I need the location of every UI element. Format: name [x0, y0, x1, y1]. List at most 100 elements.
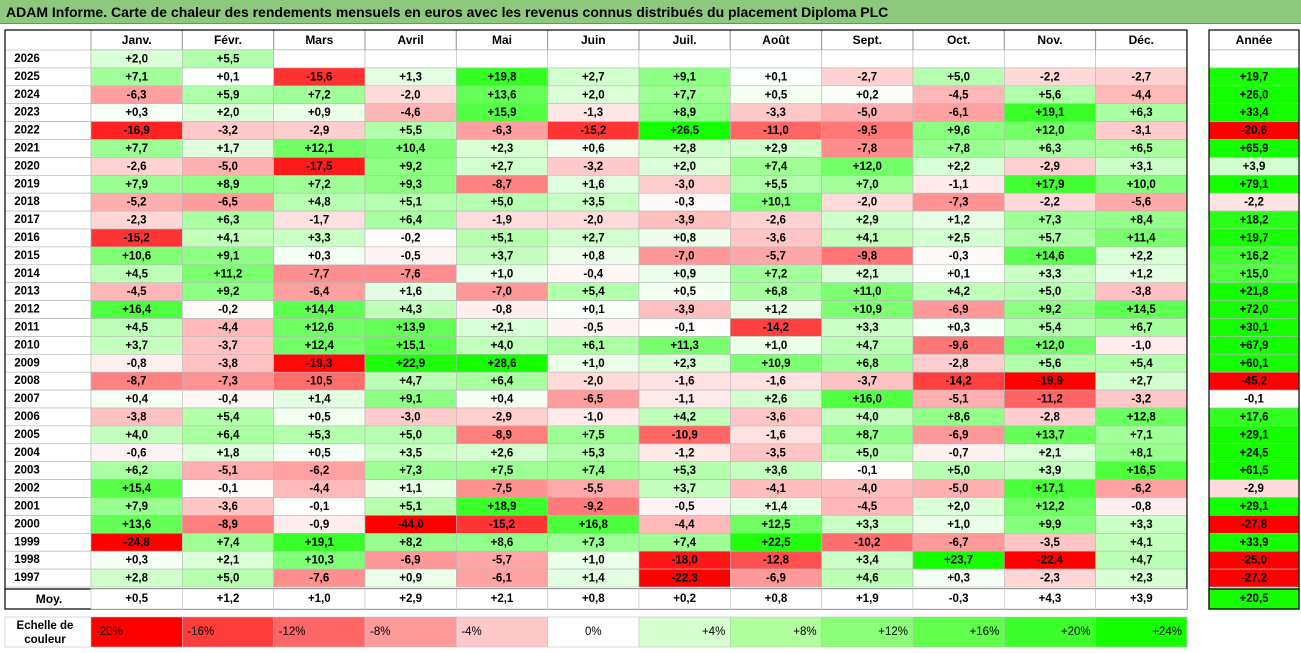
cell-value: -5,0 [857, 107, 877, 119]
cell-value: +2,1 [217, 555, 240, 567]
cell-value: -0,8 [492, 304, 512, 316]
year-label: 2017 [14, 214, 40, 226]
cell-value: -3,6 [218, 501, 238, 513]
cell-value: +7,7 [125, 143, 148, 155]
cell-value: -3,3 [766, 107, 786, 119]
cell-value: +2,0 [582, 89, 605, 101]
cell-value: -0,4 [583, 268, 603, 280]
cell-value: +3,3 [1039, 268, 1062, 280]
cell-value: +9,6 [947, 125, 970, 137]
cell-value: +2,0 [673, 161, 696, 173]
cell-value: -2,6 [766, 215, 786, 227]
annual-average-cell [1208, 588, 1300, 610]
cell-value: +4,5 [125, 322, 148, 334]
cell-value: +9,2 [1039, 304, 1062, 316]
cell-value: +11,2 [214, 268, 242, 280]
cell-value: -4,5 [857, 501, 877, 513]
annual-value: -27,8 [1241, 519, 1268, 531]
cell-value: +3,7 [491, 250, 514, 262]
cell-value: +13,6 [122, 519, 151, 531]
cell-value: -4,4 [675, 519, 695, 531]
cell-value: +0,9 [673, 268, 696, 280]
cell-value: -1,0 [583, 411, 603, 423]
cell-value: +1,0 [947, 519, 970, 531]
cell-value: -4,0 [857, 483, 877, 495]
cell-value: +5,4 [217, 411, 240, 423]
cell-value: +7,9 [125, 179, 148, 191]
chart-title: ADAM Informe. Carte de chaleur des rende… [6, 4, 889, 20]
cell-value: +0,3 [125, 107, 148, 119]
cell-value: -5,7 [492, 555, 512, 567]
cell-value: +28,6 [487, 358, 516, 370]
cell-value: -2,9 [309, 125, 329, 137]
cell-value: -3,6 [766, 411, 786, 423]
cell-value: +3,6 [765, 465, 788, 477]
cell-value: +3,9 [1039, 465, 1062, 477]
cell-value: +2,3 [491, 143, 514, 155]
annual-value: +18,2 [1239, 215, 1268, 227]
cell-value: -4,5 [127, 286, 147, 298]
cell-value: +7,4 [217, 537, 240, 549]
cell-value: -1,9 [492, 215, 512, 227]
cell-value: -6,9 [766, 573, 786, 585]
cell-value: +6,2 [125, 465, 148, 477]
cell-value: +7,4 [765, 161, 788, 173]
cell-value: +5,7 [1039, 232, 1062, 244]
cell-value: -10,9 [672, 429, 698, 441]
cell-value: +1,0 [491, 268, 514, 280]
cell-value: +12,0 [853, 161, 882, 173]
scale-label-cell [4, 616, 92, 648]
scale-swatch [912, 616, 1005, 648]
cell-value: -2,0 [401, 89, 421, 101]
cell-value: +2,9 [856, 215, 879, 227]
cell-value: -6,3 [492, 125, 512, 137]
cell-value: -9,6 [949, 340, 969, 352]
annual-value: +79,1 [1239, 179, 1269, 191]
year-label: 2021 [14, 142, 40, 154]
cell-value: +5,1 [399, 501, 422, 513]
year-label: 2025 [14, 71, 40, 83]
cell-value: +6,4 [399, 215, 422, 227]
cell-value: +0,5 [308, 411, 331, 423]
cell-value: -0,6 [127, 447, 147, 459]
year-label: 2000 [14, 518, 40, 530]
month-header-label: Juin [581, 33, 606, 47]
cell-value: +7,3 [399, 465, 422, 477]
cell-value: +23,7 [944, 555, 973, 567]
cell-value: -4,1 [766, 483, 786, 495]
cell-value: +0,8 [673, 232, 696, 244]
annual-value: -27,2 [1241, 573, 1267, 585]
cell-value: +0,2 [856, 89, 879, 101]
cell-value: -3,8 [127, 411, 147, 423]
annual-value: +67,9 [1239, 340, 1268, 352]
cell-value: +8,7 [856, 429, 879, 441]
average-value: +1,2 [217, 593, 240, 605]
cell-value: +10,3 [305, 555, 334, 567]
cell-value: -8,9 [218, 519, 238, 531]
cell-value: +3,3 [856, 322, 879, 334]
cell-value: +7,8 [947, 143, 970, 155]
cell-value: +0,3 [947, 322, 970, 334]
year-label: 2023 [14, 107, 40, 119]
cell-value: +9,1 [399, 394, 422, 406]
cell-value: -7,0 [675, 250, 695, 262]
annual-value: +26,0 [1239, 89, 1268, 101]
year-label: 2015 [14, 250, 40, 262]
scale-swatch [1003, 616, 1096, 648]
annual-value: +24,5 [1239, 447, 1269, 459]
cell-value: -7,6 [401, 268, 421, 280]
cell-value: +8,6 [491, 537, 514, 549]
average-value: +0,8 [582, 593, 605, 605]
year-label: 2008 [14, 375, 40, 387]
cell-value: +14,6 [1035, 250, 1064, 262]
cell-value: +8,1 [1130, 447, 1153, 459]
cell-value: -5,6 [1131, 197, 1151, 209]
cell-value: +7,7 [673, 89, 696, 101]
cell-value: +8,2 [399, 537, 422, 549]
cell-value: +5,3 [673, 465, 696, 477]
month-header-label: Oct. [947, 33, 970, 47]
cell-value: +4,0 [491, 340, 514, 352]
cell-value: -1,2 [675, 447, 695, 459]
year-label: 2019 [14, 178, 40, 190]
